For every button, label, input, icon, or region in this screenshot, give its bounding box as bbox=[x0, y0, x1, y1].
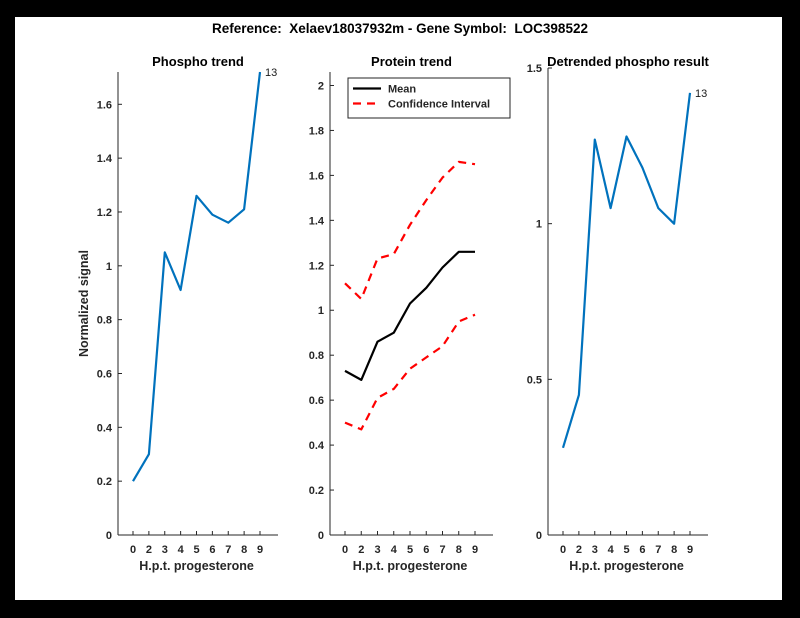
x-axis-label: H.p.t. progesterone bbox=[139, 559, 254, 573]
figure-title: Reference: Xelaev18037932m - Gene Symbol… bbox=[212, 21, 588, 36]
x-tick-label: 7 bbox=[225, 544, 231, 556]
series-line-mean bbox=[344, 250, 475, 381]
x-tick-label: 8 bbox=[671, 544, 677, 556]
y-tick-label: 0.6 bbox=[97, 368, 112, 380]
series-line-confidence-interval-upper bbox=[344, 160, 476, 301]
y-tick-label: 0.4 bbox=[97, 422, 113, 434]
x-tick-label: 5 bbox=[193, 544, 199, 556]
x-tick-label: 3 bbox=[162, 544, 168, 556]
y-tick-label: 1 bbox=[318, 305, 324, 317]
x-tick-label: 5 bbox=[407, 544, 413, 556]
x-tick-label: 8 bbox=[456, 544, 462, 556]
x-tick-label: 6 bbox=[639, 544, 645, 556]
x-tick-label: 2 bbox=[146, 544, 152, 556]
x-tick-label: 2 bbox=[358, 544, 364, 556]
series-line-detrended-phospho-cluster-13 bbox=[561, 92, 692, 449]
series-line-confidence-interval-lower bbox=[344, 313, 476, 431]
y-axis-label: Normalized signal bbox=[77, 250, 91, 357]
y-tick-label: 0.5 bbox=[527, 374, 542, 386]
y-tick-label: 1.2 bbox=[309, 260, 324, 272]
y-tick-label: 0.6 bbox=[309, 395, 324, 407]
y-tick-label: 0.2 bbox=[97, 476, 112, 488]
x-tick-label: 8 bbox=[241, 544, 247, 556]
y-tick-label: 1.8 bbox=[309, 125, 324, 137]
subplot-detrended-phospho-result: 0 2 3 4 5 6 7 8 900.511.5 Detrended phospho resul… bbox=[527, 54, 710, 573]
cluster-end-label: 13 bbox=[695, 88, 707, 100]
x-tick-label: 9 bbox=[257, 544, 263, 556]
y-tick-label: 1.4 bbox=[97, 153, 113, 165]
y-tick-label: 1.6 bbox=[309, 170, 324, 182]
x-tick-label: 6 bbox=[209, 544, 215, 556]
legend: Mean Confidence Interval bbox=[347, 77, 511, 119]
y-tick-label: 1.2 bbox=[97, 207, 112, 219]
legend-box bbox=[347, 77, 511, 119]
y-tick-label: 0.8 bbox=[97, 315, 112, 327]
x-tick-label: 0 bbox=[130, 544, 136, 556]
x-tick-label: 9 bbox=[687, 544, 693, 556]
cluster-end-label: 13 bbox=[265, 67, 277, 79]
x-tick-label: 4 bbox=[178, 544, 185, 556]
x-tick-label: 3 bbox=[374, 544, 380, 556]
y-tick-label: 0.2 bbox=[309, 485, 324, 497]
y-tick-label: 0.8 bbox=[309, 350, 324, 362]
y-tick-label: 1.5 bbox=[527, 63, 542, 75]
x-tick-label: 4 bbox=[391, 544, 398, 556]
subplot-phospho-trend: 0 2 3 4 5 6 7 8 900.20.40.60.811.21.41.6Phospho … bbox=[77, 54, 278, 573]
legend-label-mean: Mean bbox=[388, 84, 416, 96]
x-tick-label: 9 bbox=[472, 544, 478, 556]
y-tick-label: 0 bbox=[536, 530, 542, 542]
y-tick-label: 2 bbox=[318, 80, 324, 92]
y-tick-label: 1.6 bbox=[97, 99, 112, 111]
legend-label-confidence-interval: Confidence Interval bbox=[388, 99, 490, 111]
x-tick-label: 0 bbox=[560, 544, 566, 556]
x-tick-label: 7 bbox=[655, 544, 661, 556]
y-tick-label: 0 bbox=[106, 530, 112, 542]
subplot-title: Detrended phospho result bbox=[547, 54, 709, 69]
x-tick-label: 0 bbox=[342, 544, 348, 556]
y-tick-label: 1 bbox=[106, 261, 112, 273]
subplot-title: Phospho trend bbox=[152, 54, 244, 69]
subplot-title: Protein trend bbox=[371, 54, 452, 69]
x-tick-label: 4 bbox=[608, 544, 615, 556]
subplots-group: 0 2 3 4 5 6 7 8 900.20.40.60.811.21.41.6Phospho … bbox=[77, 54, 710, 573]
x-tick-label: 6 bbox=[423, 544, 429, 556]
y-tick-label: 1.4 bbox=[309, 215, 325, 227]
series-line-phospho-cluster-13 bbox=[132, 71, 262, 482]
y-tick-label: 0.4 bbox=[309, 440, 325, 452]
x-tick-label: 3 bbox=[592, 544, 598, 556]
y-tick-label: 1 bbox=[536, 219, 542, 231]
subplot-protein-trend: 0 2 3 4 5 6 7 8 900.20.40.60.811.21.41.61.82Prot… bbox=[309, 54, 511, 573]
y-tick-label: 0 bbox=[318, 530, 324, 542]
x-tick-label: 7 bbox=[439, 544, 445, 556]
x-tick-label: 2 bbox=[576, 544, 582, 556]
x-axis-label: H.p.t. progesterone bbox=[353, 559, 468, 573]
x-axis-label: H.p.t. progesterone bbox=[569, 559, 684, 573]
x-tick-label: 5 bbox=[623, 544, 629, 556]
